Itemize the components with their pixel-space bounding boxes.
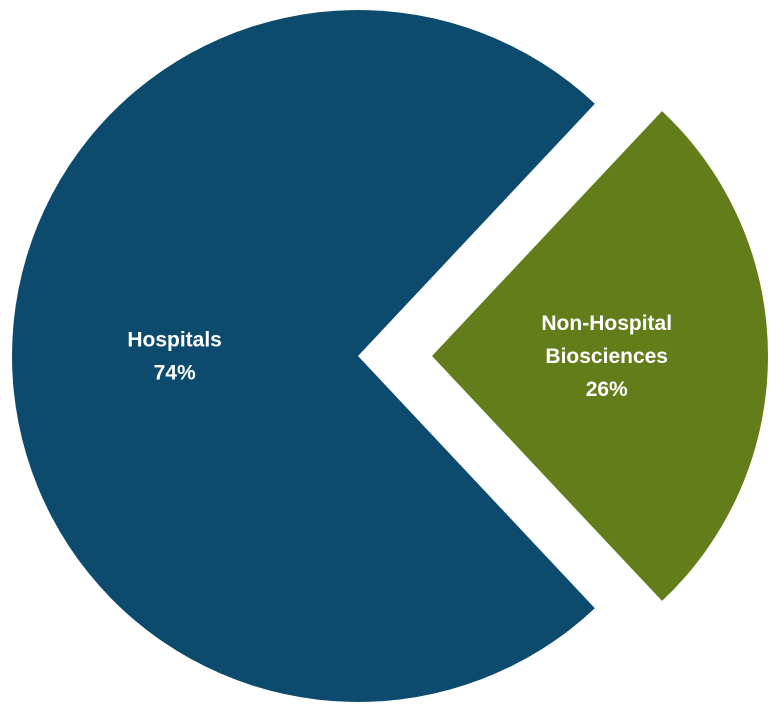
slice-name-label: Biosciences xyxy=(545,345,668,368)
slice-value-label: 74% xyxy=(154,362,196,385)
pie-slice-hospitals xyxy=(11,9,595,702)
slice-name-label: Non-Hospital xyxy=(541,312,672,335)
data-label-non-hospital-biosciences: Non-Hospital Biosciences 26% xyxy=(541,312,672,401)
slice-name-label: Hospitals xyxy=(127,329,222,352)
pie-slice-non-hospital-biosciences xyxy=(432,111,768,601)
slice-value-label: 26% xyxy=(586,378,628,401)
data-label-hospitals: Hospitals 74% xyxy=(127,329,222,385)
